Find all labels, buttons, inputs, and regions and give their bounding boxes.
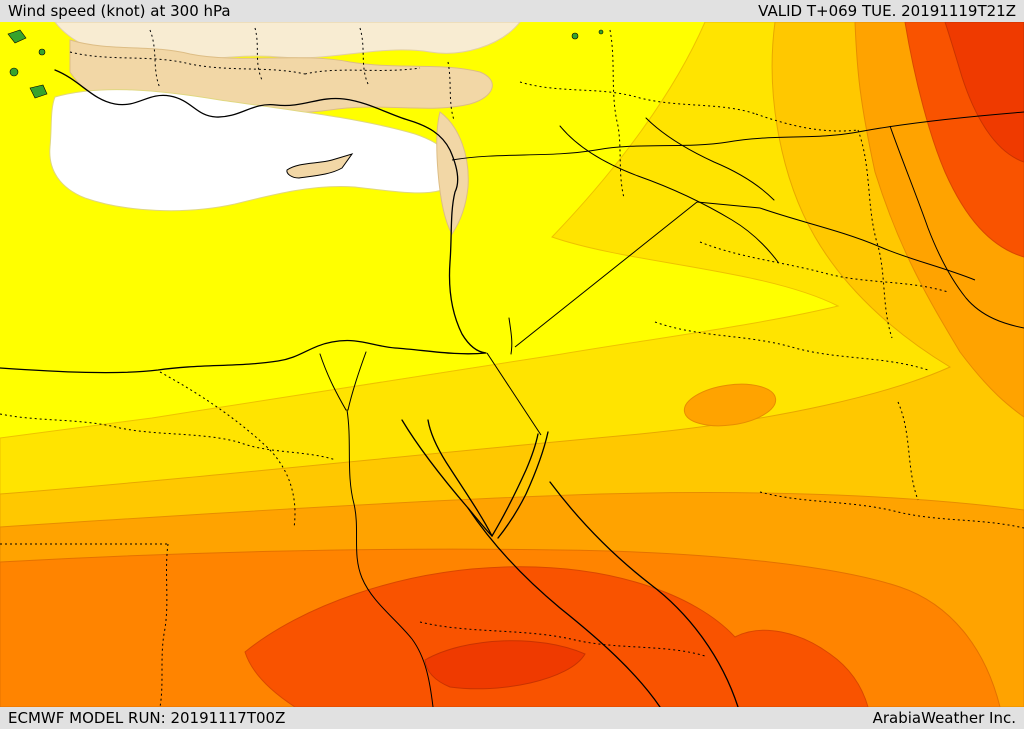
dotted-border — [359, 27, 369, 85]
green-speck — [29, 84, 48, 99]
dotted-border — [304, 67, 421, 75]
gulf-of-suez-east — [427, 419, 493, 537]
dotted-border — [237, 441, 337, 461]
dotted-border — [519, 81, 757, 115]
dotted-border — [654, 321, 929, 371]
dotted-border — [897, 401, 919, 501]
red-sea-east-coast — [549, 481, 739, 707]
gulf-of-suez-west — [401, 419, 493, 537]
iraq-jordan-border — [696, 201, 761, 209]
iraq-iran-border — [889, 125, 1024, 329]
band-deep-red-south — [424, 640, 586, 690]
coastlines — [0, 69, 739, 707]
tigris-river — [645, 117, 775, 201]
euphrates-river — [559, 125, 779, 263]
dotted-border — [857, 129, 893, 339]
dotted-border — [759, 491, 1024, 529]
rivers — [319, 117, 779, 707]
jordan-dead-sea — [508, 317, 513, 355]
contour-bands — [0, 22, 1024, 707]
attribution-label: ArabiaWeather Inc. — [872, 709, 1016, 727]
red-sea-coastline — [401, 419, 739, 707]
band-orange-spot — [683, 383, 777, 427]
dotted-border — [609, 29, 625, 199]
page-title: Wind speed (knot) at 300 hPa — [8, 2, 231, 20]
band-white-low-wind — [49, 89, 457, 212]
green-speck — [598, 29, 604, 35]
jordan-saudi-border — [514, 201, 698, 348]
dotted-border — [254, 27, 263, 81]
map-area — [0, 22, 1024, 707]
header-bar: Wind speed (knot) at 300 hPa VALID T+069… — [0, 0, 1024, 22]
band-deep-red-northeast — [944, 22, 1024, 163]
dotted-border — [699, 241, 949, 293]
band-green-specks — [7, 29, 604, 99]
nile-delta-branch-east — [347, 351, 367, 411]
green-speck — [571, 32, 579, 40]
dotted-border — [149, 29, 161, 89]
country-borders-dotted — [0, 27, 1024, 707]
dotted-border — [0, 413, 239, 443]
cyprus-island — [286, 153, 354, 179]
footer-bar: ECMWF MODEL RUN: 20191117T00Z ArabiaWeat… — [0, 707, 1024, 729]
nile-river — [346, 409, 434, 707]
nile-delta-branch-west — [319, 353, 347, 411]
iraq-saudi-border — [759, 207, 976, 281]
turkey-syria-iraq-border — [451, 111, 1024, 161]
valid-time-label: VALID T+069 TUE. 20191119T21Z — [758, 2, 1016, 20]
green-speck — [38, 48, 46, 56]
dotted-border — [159, 543, 169, 707]
wind-speed-map — [0, 22, 1024, 707]
country-borders-solid — [451, 111, 1024, 436]
gulf-of-aqaba-east — [497, 431, 549, 539]
green-speck — [7, 29, 27, 44]
dotted-border — [447, 61, 455, 121]
model-run-label: ECMWF MODEL RUN: 20191117T00Z — [8, 709, 286, 727]
egypt-israel-border — [486, 352, 542, 436]
dotted-border — [69, 51, 306, 75]
mediterranean-coastline — [0, 69, 487, 374]
red-sea-west-coast — [467, 507, 661, 707]
band-red-south — [244, 566, 869, 707]
dotted-border — [419, 621, 706, 657]
green-speck — [9, 67, 19, 77]
gulf-of-aqaba-west — [491, 433, 539, 537]
dotted-border — [755, 113, 859, 132]
dotted-border — [159, 371, 296, 529]
